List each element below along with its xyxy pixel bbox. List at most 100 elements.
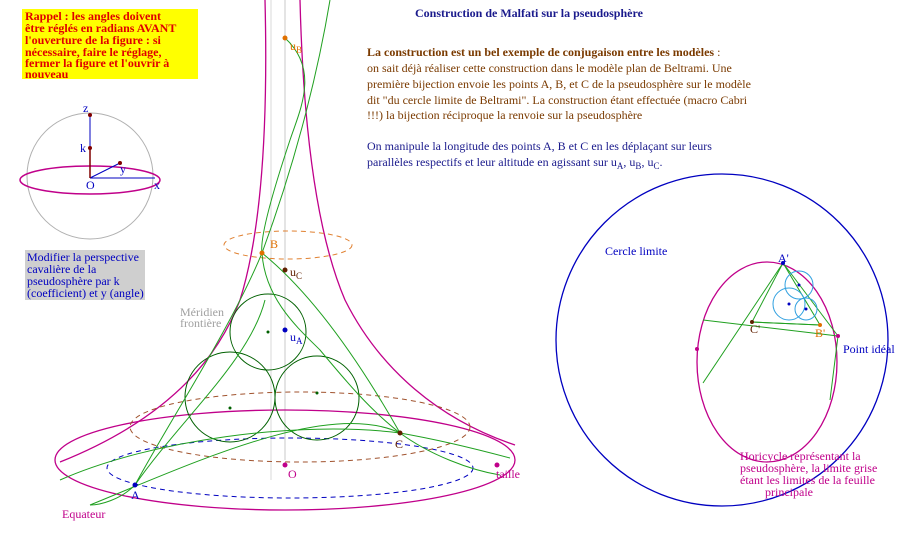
perspective-line: pseudosphère par k [27,274,120,288]
y-axis [89,162,121,179]
geodesic [261,37,501,476]
label-sub: B [296,45,302,55]
base-ellipse [54,409,516,511]
point [259,250,265,256]
perspective-axes: z k y O x [19,101,161,240]
malfatti-circle [274,355,360,441]
point [494,462,500,468]
point-label: uB [290,39,302,55]
geodesic [261,252,401,434]
label-base: u [290,265,296,279]
reminder-line: fermer la figure et l'ouvrir à [25,56,169,70]
horicycle-label: étant les limites de la feuille [740,473,875,487]
reminder-line: nécessaire, faire le réglage, [25,45,162,59]
label-base: u [290,39,296,53]
point [818,323,822,327]
point [132,482,138,488]
point-label: C [395,437,403,451]
intro-line: première bijection envoie les points A, … [367,77,751,91]
geodesic [134,299,266,486]
ideal-point-label: Point idéal [843,342,895,356]
point-label: B [270,237,278,251]
perspective-line: Modifier la perspective [27,250,139,264]
axis-label: k [80,141,86,155]
intro-line: !!!) la bijection réciproque la renvoie … [367,108,642,122]
point [118,161,122,165]
intro-heading-text: La construction est un bel exemple de co… [367,45,714,59]
manipulation-line: parallèles respectifs et leur altitude e… [367,155,662,171]
reminder-line: être réglés en radians AVANT [25,21,176,35]
malfatti-circle [794,297,818,321]
param-sub: C [653,161,659,171]
reminder-line: l'ouverture de la figure : si [25,33,162,47]
limit-circle [555,173,889,507]
pseudosphere-labels: uB B uC uA C O A taille Equateur Méridie… [62,39,520,521]
reminder-line: nouveau [25,67,69,81]
parallel-c [129,391,471,463]
label-base: u [290,330,296,344]
param-sub: B [635,161,641,171]
point [88,113,92,117]
separator: , [623,155,629,169]
perspective-line: (coefficient) et y (angle) [27,286,144,300]
perspective-line: cavalière de la [27,262,97,276]
malfatti-circle [229,293,307,371]
point [282,267,288,273]
center [315,391,319,395]
axis-label: y [120,162,126,176]
malfatti-circle [184,351,276,443]
center [797,283,801,287]
point-label: C' [750,322,760,336]
size-label: taille [496,467,520,481]
point-label: uA [290,330,303,346]
point-label: B' [815,326,825,340]
meridian-label: frontière [180,316,221,330]
center [804,307,808,311]
axis-label: x [154,178,160,192]
geodesic [89,0,331,506]
point [695,347,699,351]
param-sub: A [617,161,624,171]
perspective-box [25,250,145,300]
point [781,261,785,265]
intro-heading-end: : [714,45,720,59]
geodesic [782,262,839,337]
manipulation-line: On manipule la longitude des points A, B… [367,139,712,153]
horicycle [696,261,838,463]
intro-line: on sait déjà réaliser cette construction… [367,61,732,75]
param: u [647,155,653,169]
point-label: A [131,488,140,502]
point [750,320,754,324]
center [228,406,232,410]
label-sub: A [296,336,303,346]
pseudosphere [54,0,516,511]
point-label: A' [778,251,789,265]
geodesic [59,428,511,481]
beltrami: Cercle limite A' B' C' Point idéal Horic… [555,173,895,507]
horicycle-label: Horicycle représentant la [740,449,861,463]
reminder: Rappel : les angles doivent être réglés … [25,9,176,81]
intro-line: dit "du cercle limite de Beltrami". La c… [367,93,748,107]
title: Construction de Malfati sur la pseudosph… [415,6,644,20]
point [282,35,288,41]
ideal-point [836,334,840,338]
label-sub: C [296,271,302,281]
equator-label: Equateur [62,507,105,521]
geodesic [702,319,839,337]
point [88,146,92,150]
param: u [611,155,617,169]
parallel-b [223,230,353,260]
center [266,330,270,334]
geodesic [829,335,839,401]
meridian-label: Méridien [180,305,224,319]
malfatti-circle [784,270,814,300]
manipulation: On manipule la longitude des points A, B… [367,139,712,171]
circle-label: Cercle limite [605,244,667,258]
profile [299,0,516,446]
intro: on sait déjà réaliser cette construction… [367,61,751,122]
reminder-box [22,9,198,79]
point-label: O [288,467,297,481]
malfatti-circle [772,287,806,321]
separator: , [641,155,647,169]
